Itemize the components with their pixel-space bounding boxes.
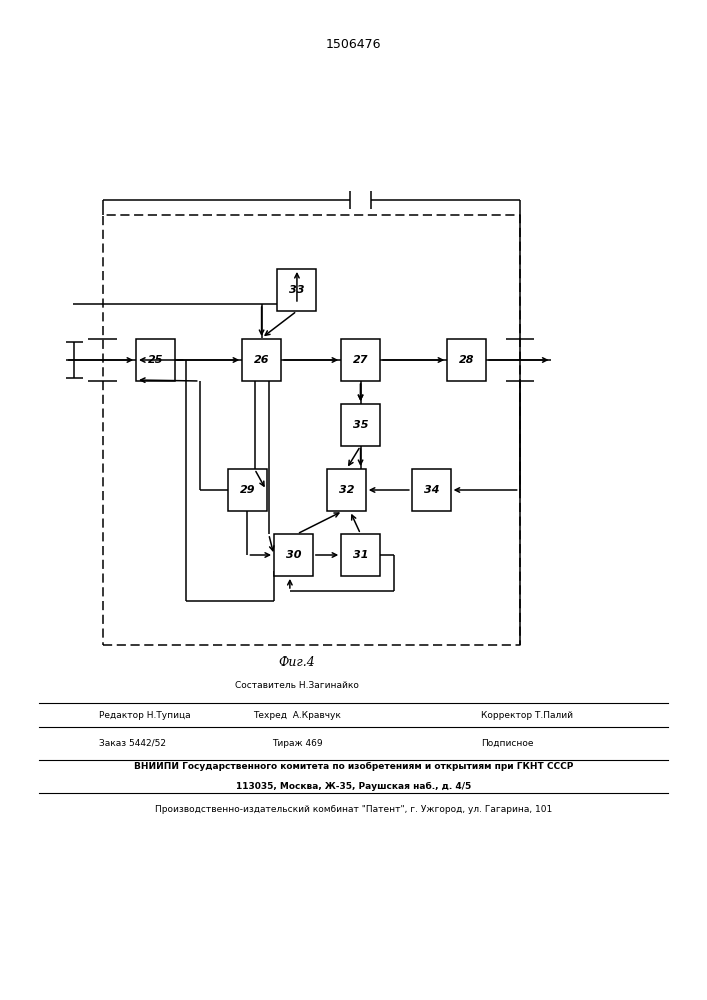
- FancyBboxPatch shape: [242, 339, 281, 381]
- Text: Фuг.4: Фuг.4: [279, 656, 315, 668]
- Text: 32: 32: [339, 485, 354, 495]
- Text: Техред  А.Кравчук: Техред А.Кравчук: [253, 710, 341, 719]
- Text: 34: 34: [423, 485, 439, 495]
- FancyBboxPatch shape: [228, 469, 267, 511]
- FancyBboxPatch shape: [341, 534, 380, 576]
- Text: 28: 28: [459, 355, 474, 365]
- Text: Составитель Н.Загинайко: Составитель Н.Загинайко: [235, 682, 359, 690]
- Text: 27: 27: [353, 355, 368, 365]
- FancyBboxPatch shape: [327, 469, 366, 511]
- Text: 25: 25: [148, 355, 163, 365]
- Text: ВНИИПИ Государственного комитета по изобретениям и открытиям при ГКНТ СССР: ВНИИПИ Государственного комитета по изоб…: [134, 762, 573, 771]
- Text: 29: 29: [240, 485, 255, 495]
- Text: 33: 33: [289, 285, 305, 295]
- Text: Производственно-издательский комбинат "Патент", г. Ужгород, ул. Гагарина, 101: Производственно-издательский комбинат "П…: [155, 806, 552, 814]
- Text: Корректор Т.Палий: Корректор Т.Палий: [481, 710, 573, 719]
- Text: Подписное: Подписное: [481, 739, 533, 748]
- FancyBboxPatch shape: [274, 534, 312, 576]
- FancyBboxPatch shape: [341, 339, 380, 381]
- FancyBboxPatch shape: [411, 469, 451, 511]
- Text: Тираж 469: Тираж 469: [271, 739, 322, 748]
- Text: 31: 31: [353, 550, 368, 560]
- Text: 1506476: 1506476: [326, 38, 381, 51]
- Text: 35: 35: [353, 420, 368, 430]
- FancyBboxPatch shape: [136, 339, 175, 381]
- Text: 26: 26: [254, 355, 269, 365]
- Text: 30: 30: [286, 550, 301, 560]
- FancyBboxPatch shape: [277, 269, 317, 311]
- FancyBboxPatch shape: [341, 404, 380, 446]
- Text: 113035, Москва, Ж-35, Раушская наб., д. 4/5: 113035, Москва, Ж-35, Раушская наб., д. …: [236, 782, 471, 791]
- Text: Редактор Н.Тупица: Редактор Н.Тупица: [99, 710, 191, 719]
- Text: Заказ 5442/52: Заказ 5442/52: [99, 739, 166, 748]
- FancyBboxPatch shape: [448, 339, 486, 381]
